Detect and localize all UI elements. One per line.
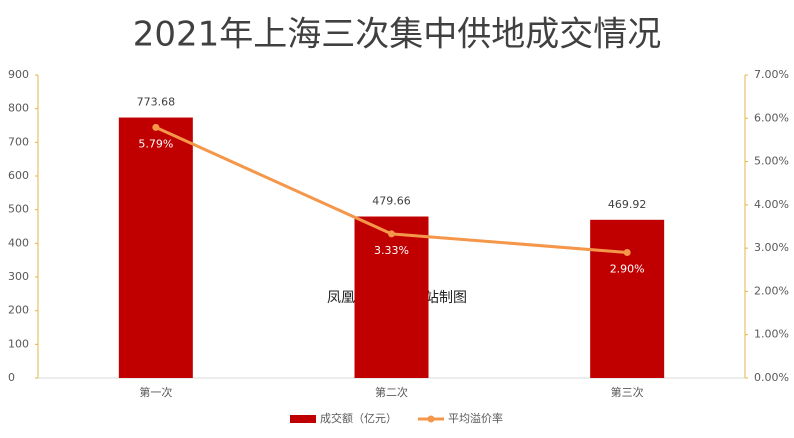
bar [118,117,193,378]
bar [354,216,429,378]
y2-tick-label: 7.00% [754,68,789,81]
y-tick-label: 900 [8,68,29,81]
y-tick-label: 100 [8,337,29,350]
line-value-label: 5.79% [138,137,173,150]
x-tick-label: 第一次 [139,385,172,399]
line-point [623,248,631,256]
legend-label: 成交额（亿元） [320,411,397,425]
y2-tick-label: 1.00% [754,328,789,341]
x-tick-label: 第三次 [611,385,644,399]
y-tick-label: 800 [8,102,29,115]
y2-tick-label: 0.00% [754,371,789,384]
bar [590,219,665,378]
bar-value-label: 773.68 [137,96,176,109]
x-tick-label: 第二次 [375,385,408,399]
y2-tick-label: 2.00% [754,284,789,297]
chart-title: 2021年上海三次集中供地成交情况 [133,15,662,55]
y2-tick-label: 6.00% [754,111,789,124]
y-tick-label: 700 [8,135,29,148]
legend-swatch [290,415,316,423]
y-tick-label: 300 [8,270,29,283]
bar-value-label: 469.92 [608,198,647,211]
y-tick-label: 200 [8,304,29,317]
y2-tick-label: 5.00% [754,155,789,168]
line-point [388,230,395,238]
y-tick-label: 0 [8,371,15,384]
y2-tick-label: 4.00% [754,198,789,211]
y-tick-label: 400 [8,236,29,249]
y-tick-label: 500 [8,203,29,216]
y-tick-label: 600 [8,169,29,182]
legend-label: 平均溢价率 [448,411,503,425]
line-value-label: 2.90% [610,262,645,275]
legend-swatch-dot [427,415,435,423]
bar-value-label: 479.66 [372,195,411,208]
line-point [152,123,160,131]
line-value-label: 3.33% [374,244,409,257]
y2-tick-label: 3.00% [754,241,789,254]
